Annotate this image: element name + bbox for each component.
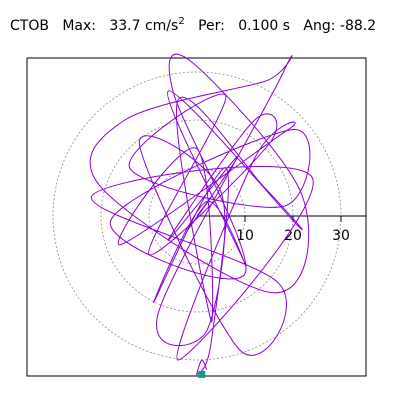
radial-ticks: 10 20 30 — [197, 215, 366, 244]
header: CTOB Max: 33.7 cm/s2 Per: 0.100 s Ang: -… — [10, 12, 376, 36]
max-label: Max: — [62, 18, 96, 34]
angle-label: Ang: — [303, 18, 336, 34]
radial-tick-label-20: 20 — [284, 228, 302, 244]
angle-value: -88.2 — [339, 18, 377, 34]
max-unit: cm/s — [144, 18, 179, 34]
radial-tick-label-10: 10 — [236, 228, 254, 244]
period-label: Per: — [198, 18, 225, 34]
end-marker-square — [198, 370, 206, 378]
end-marker — [198, 370, 206, 378]
radial-tick-label-30: 30 — [332, 228, 350, 244]
max-value: 33.7 — [109, 18, 141, 34]
motion-trace-line-0 — [89, 53, 314, 376]
station-name: CTOB — [10, 18, 49, 34]
motion-trace — [89, 53, 314, 376]
plot-frame — [26, 57, 367, 377]
period-value: 0.100 s — [238, 18, 291, 34]
max-unit-exponent: 2 — [178, 16, 185, 27]
